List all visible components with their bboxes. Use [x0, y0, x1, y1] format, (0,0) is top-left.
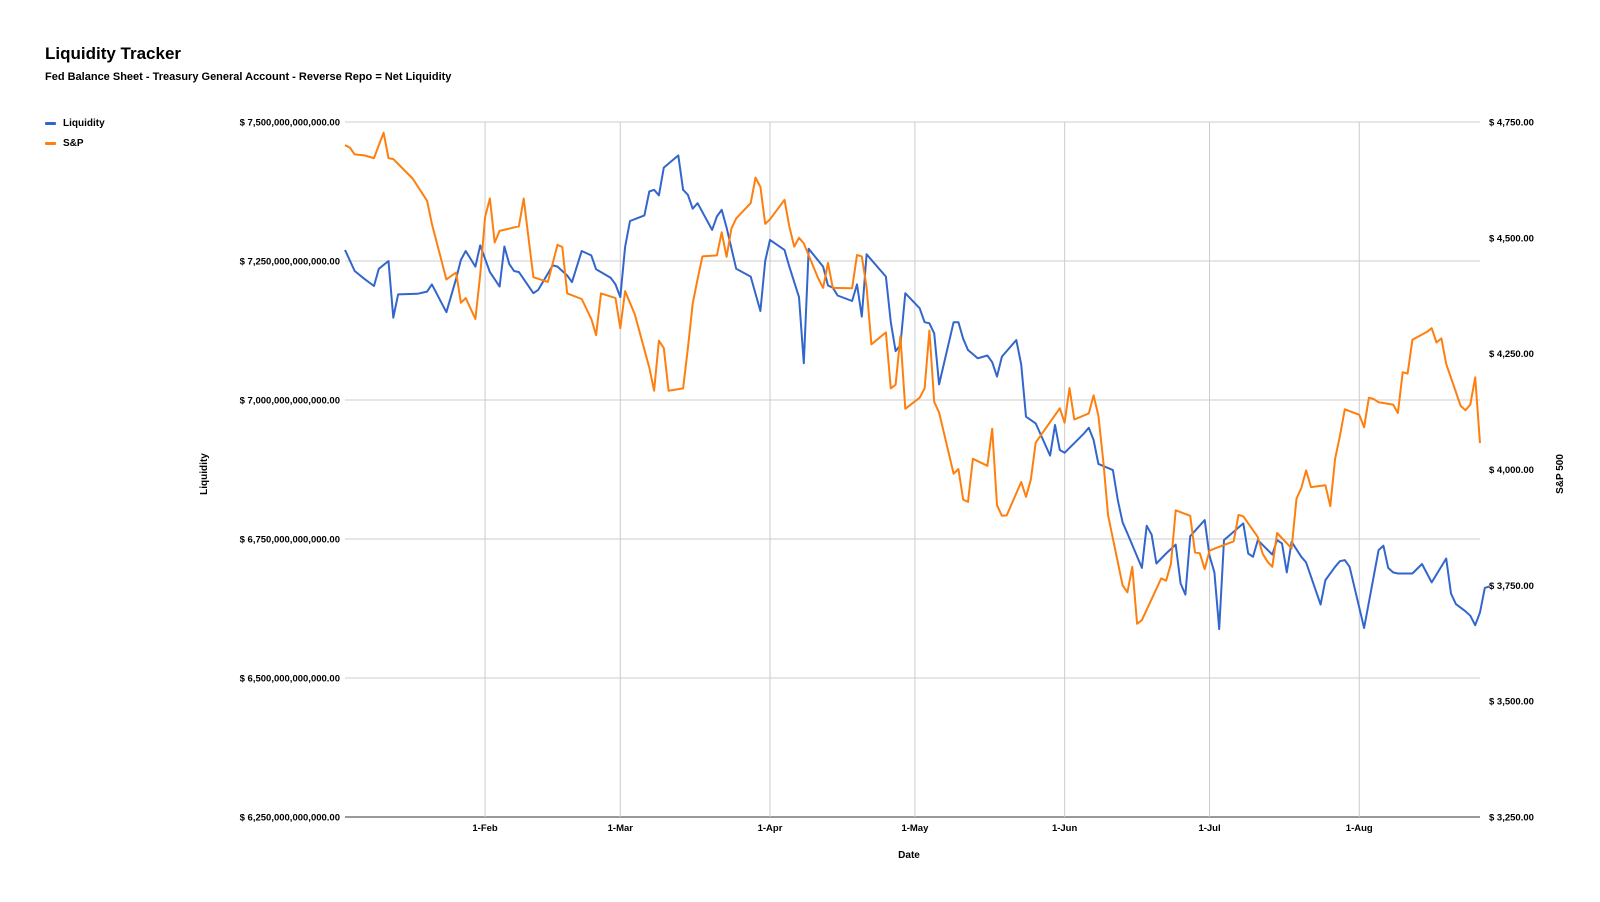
x-tick-label: 1-Feb: [472, 823, 498, 834]
y-left-tick-label: $ 7,000,000,000,000.00: [240, 396, 340, 407]
y-right-tick-label: $ 4,000.00: [1489, 465, 1534, 476]
chart-title: Liquidity Tracker: [45, 44, 182, 63]
legend-swatch-liquidity: [45, 121, 56, 125]
x-tick-label: 1-May: [901, 823, 929, 834]
x-tick-label: 1-Jul: [1198, 823, 1220, 834]
y-right-tick-label: $ 4,500.00: [1489, 233, 1534, 244]
y-right-tick-label: $ 4,250.00: [1489, 349, 1534, 360]
y-right-tick-label: $ 3,250.00: [1489, 813, 1534, 824]
x-tick-label: 1-Jun: [1052, 823, 1078, 834]
x-tick-label: 1-Apr: [758, 823, 783, 834]
x-tick-label: 1-Aug: [1346, 823, 1373, 834]
x-axis-title: Date: [898, 850, 920, 861]
series-lines: [344, 131, 1491, 631]
y-right-tick-label: $ 3,500.00: [1489, 697, 1534, 708]
y-left-tick-label: $ 6,500,000,000,000.00: [240, 674, 340, 685]
y-axis-right: $ 4,750.00 $ 4,500.00 $ 4,250.00 $ 4,000.00…: [1489, 118, 1534, 824]
legend-item-liquidity[interactable]: Liquidity: [45, 113, 105, 133]
y-axis-left-title: Liquidity: [199, 453, 210, 495]
y-left-tick-label: $ 7,250,000,000,000.00: [240, 257, 340, 268]
y-right-tick-label: $ 3,750.00: [1489, 581, 1534, 592]
legend-label-liquidity: Liquidity: [63, 117, 105, 129]
series-line-sp: [344, 131, 1481, 625]
y-left-tick-label: $ 6,250,000,000,000.00: [240, 813, 340, 824]
y-left-tick-label: $ 6,750,000,000,000.00: [240, 535, 340, 546]
x-tick-label: 1-Mar: [608, 823, 634, 834]
chart-legend: Liquidity S&P: [45, 113, 105, 153]
chart-subtitle: Fed Balance Sheet - Treasury General Acc…: [45, 71, 452, 83]
y-left-tick-label: $ 7,500,000,000,000.00: [240, 118, 340, 129]
y-axis-left: $ 7,500,000,000,000.00 $ 7,250,000,000,00…: [240, 118, 340, 824]
series-line-liquidity: [344, 154, 1491, 631]
legend-label-sp: S&P: [63, 137, 84, 149]
legend-swatch-sp: [45, 141, 56, 145]
grid-lines: [345, 121, 1480, 818]
x-axis: 1-Feb 1-Mar 1-Apr 1-May 1-Jun 1-Jul 1-Aug: [472, 823, 1373, 834]
legend-item-sp[interactable]: S&P: [45, 133, 105, 153]
y-right-tick-label: $ 4,750.00: [1489, 118, 1534, 129]
y-axis-right-title: S&P 500: [1555, 454, 1566, 494]
